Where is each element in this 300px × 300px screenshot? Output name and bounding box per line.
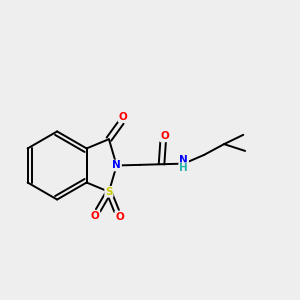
- Text: O: O: [116, 212, 124, 222]
- Text: S: S: [105, 187, 113, 197]
- Text: O: O: [118, 112, 127, 122]
- Text: O: O: [91, 211, 99, 221]
- Text: N: N: [112, 160, 121, 170]
- Text: N: N: [179, 155, 188, 165]
- Text: H: H: [179, 163, 188, 173]
- Text: O: O: [160, 131, 169, 141]
